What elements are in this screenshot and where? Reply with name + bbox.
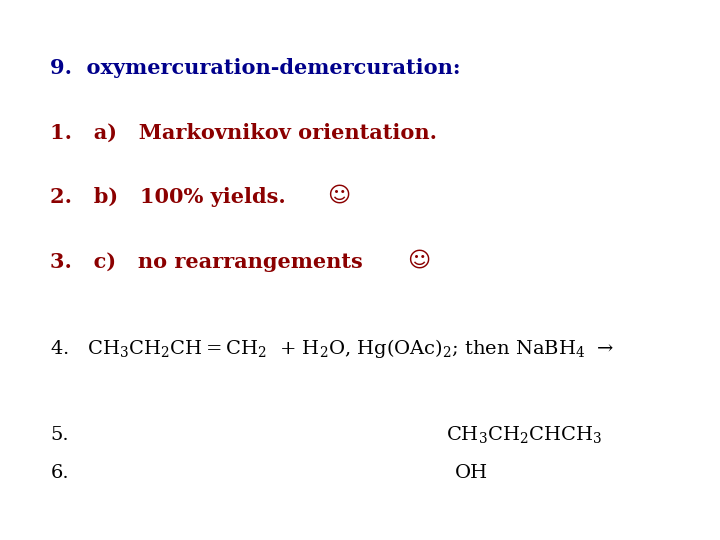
Text: 9.  oxymercuration-demercuration:: 9. oxymercuration-demercuration: [50, 57, 461, 78]
Text: ☺: ☺ [328, 185, 351, 206]
Text: 1.   a)   Markovnikov orientation.: 1. a) Markovnikov orientation. [50, 122, 438, 143]
Text: ☺: ☺ [407, 250, 430, 271]
Text: 6.: 6. [50, 463, 69, 482]
Text: 3.   c)   no rearrangements: 3. c) no rearrangements [50, 252, 363, 272]
Text: 5.: 5. [50, 426, 69, 444]
Text: 4.   $\mathdefault{CH_3CH_2CH{=}CH_2}$  + $\mathdefault{H_2O}$, $\mathdefault{Hg: 4. $\mathdefault{CH_3CH_2CH{=}CH_2}$ + $… [50, 337, 615, 360]
Text: 2.   b)   100% yields.: 2. b) 100% yields. [50, 187, 286, 207]
Text: $\mathdefault{CH_3CH_2CHCH_3}$: $\mathdefault{CH_3CH_2CHCH_3}$ [446, 424, 603, 445]
Text: OH: OH [455, 463, 488, 482]
